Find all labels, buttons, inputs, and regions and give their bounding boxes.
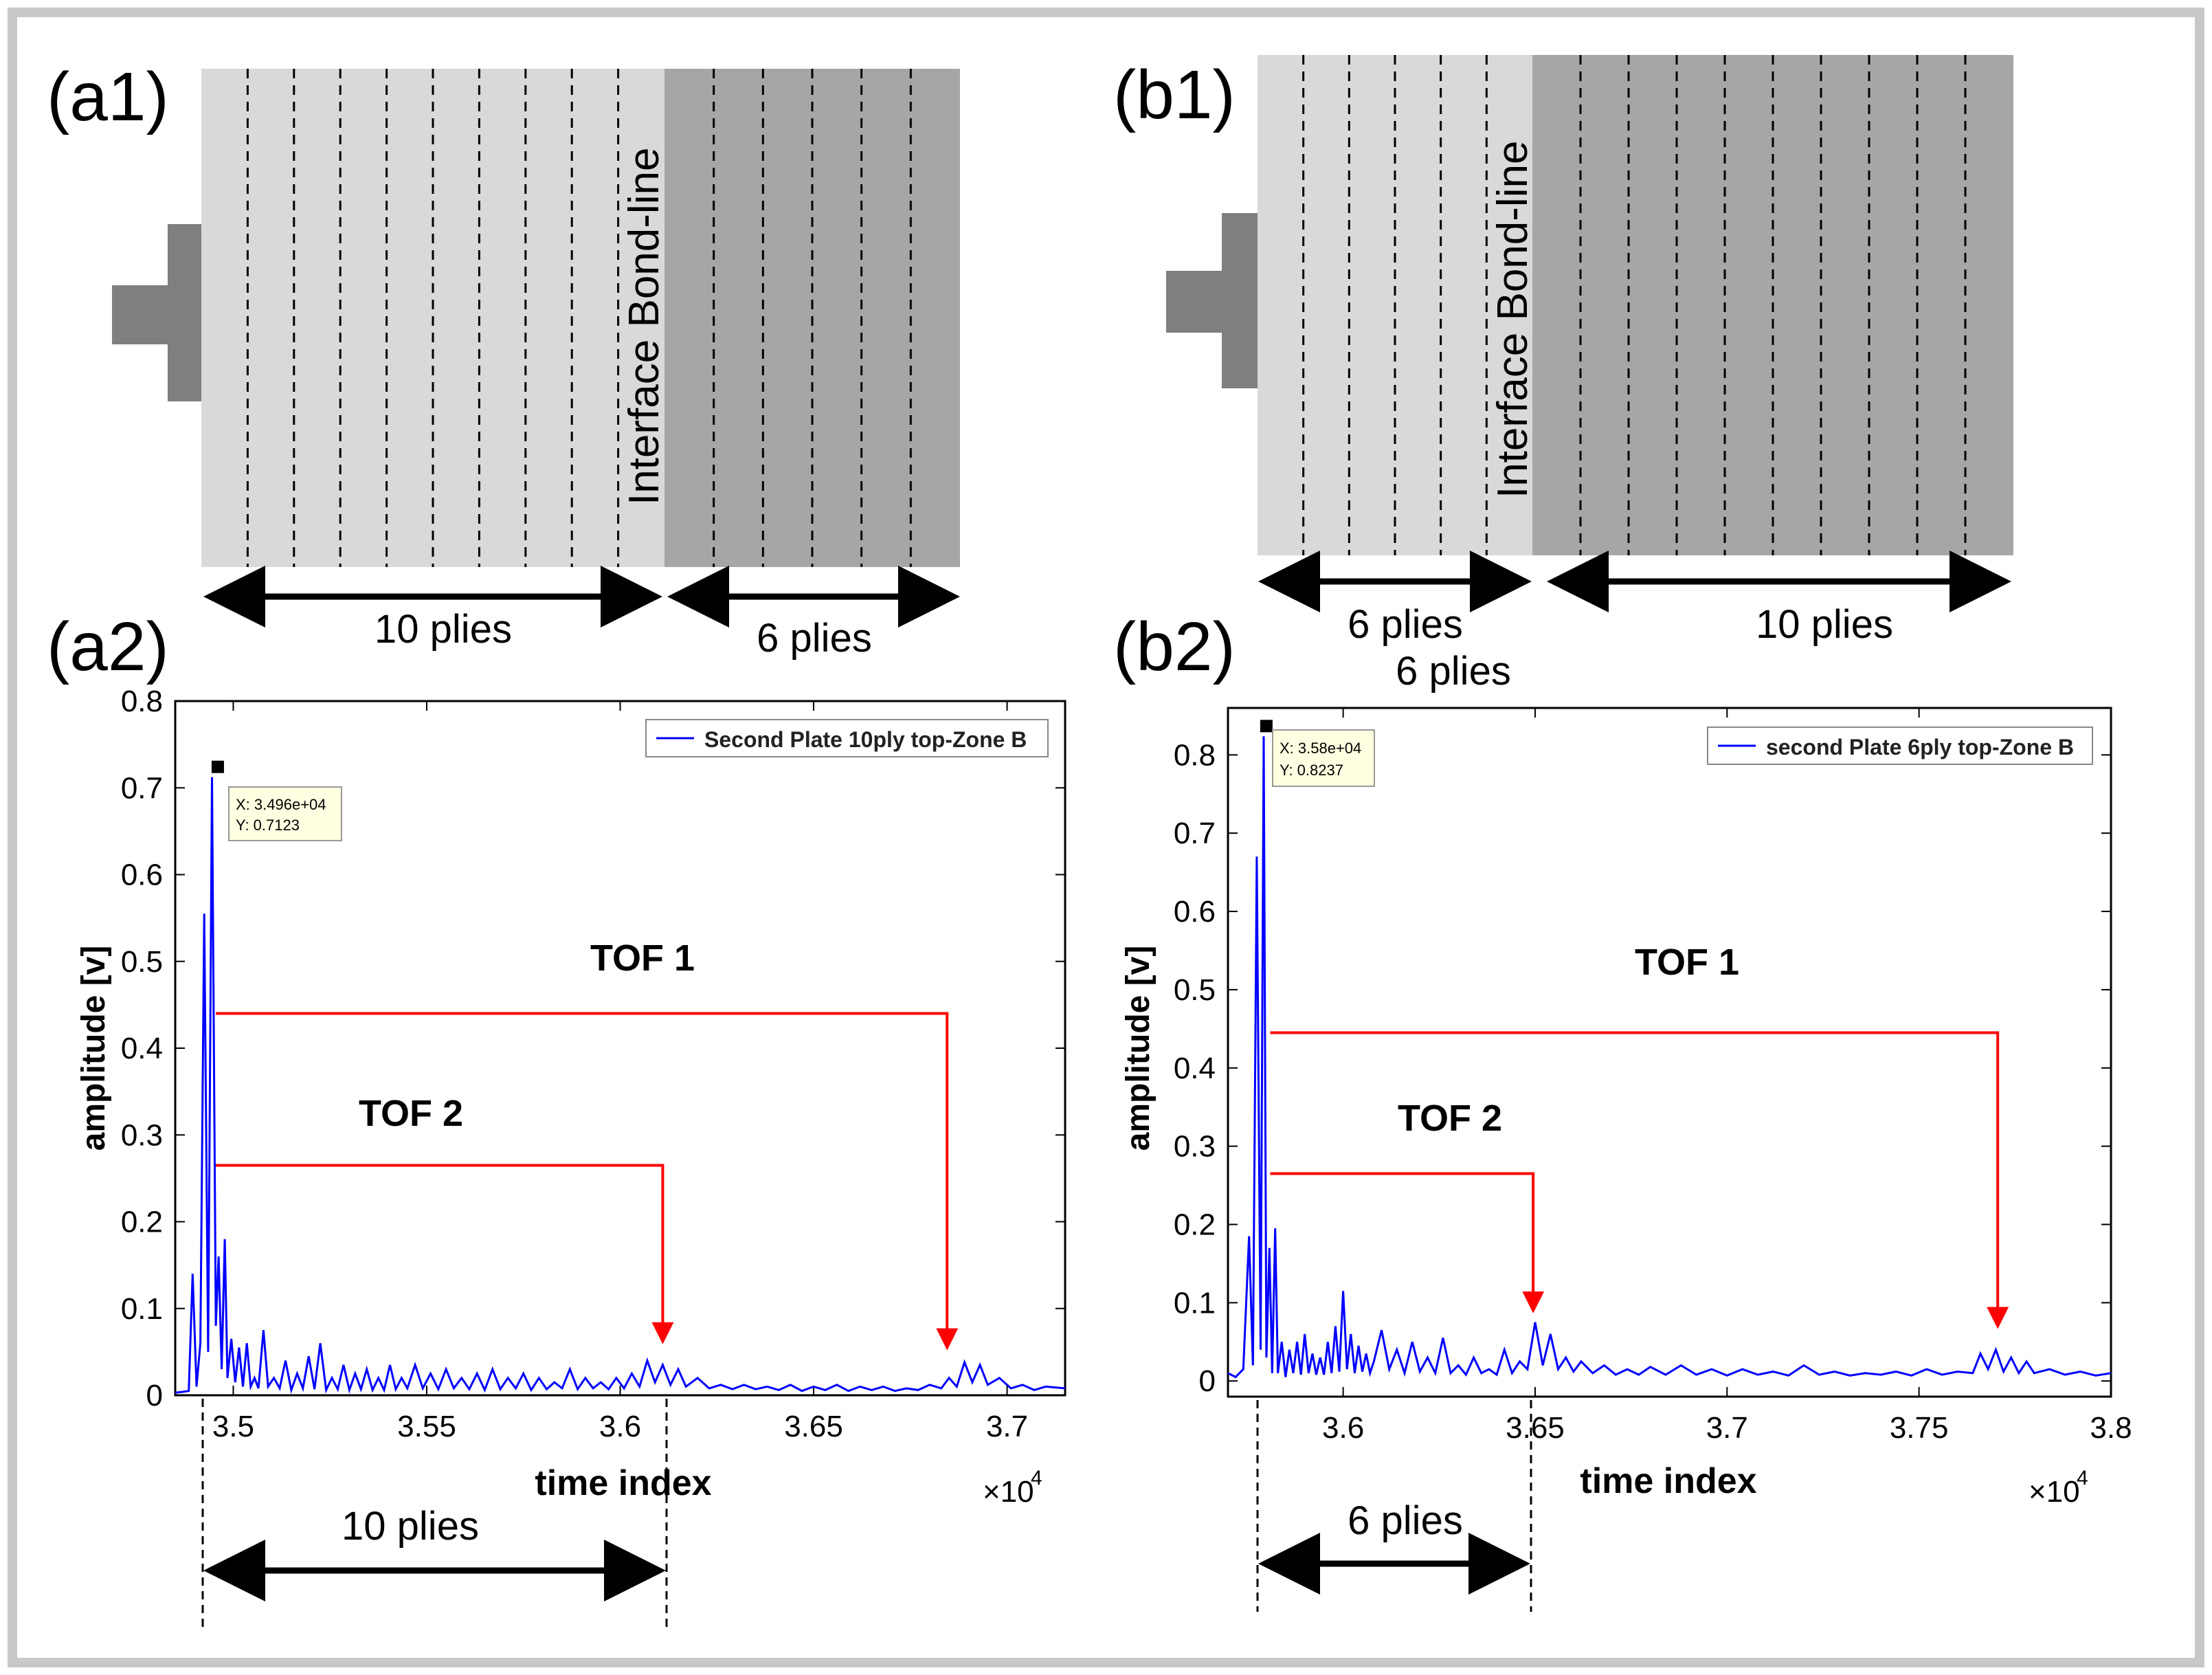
chart-b2-datatip[interactable]	[1272, 729, 1375, 787]
chart-a2-x-tick-labels: 3.5 3.55 3.6 3.65 3.7	[212, 1410, 1028, 1443]
chart-b2-y-tick-label: 0.6	[1174, 895, 1216, 929]
chart-a2-x-tick-label: 3.7	[986, 1410, 1028, 1443]
panel-a2: (a2) 3.5 3.55 3.6 3.65 3.7 00.10.20.30.40.50…	[47, 608, 1066, 1628]
chart-b2-datatip-y: Y: 0.8237	[1280, 762, 1343, 779]
chart-b2-x-tick-label: 3.6	[1322, 1411, 1364, 1445]
chart-b2-y-tick-labels: 0 0.1 0.2 0.3 0.4 0.5 0.6 0.7 0.8	[1174, 738, 1216, 1398]
chart-a2-tof-arrows	[216, 1012, 959, 1351]
ply-lines-a1	[246, 69, 912, 567]
chart-a2-y-tick-label: 0.2	[121, 1206, 163, 1239]
chart-b2-x-tick-label: 3.75	[1890, 1411, 1949, 1445]
chart-a2-tof2-label: TOF 2	[359, 1093, 463, 1134]
transducer-a1-head	[168, 224, 202, 401]
chart-a2-y-tick-label: 0.1	[121, 1292, 163, 1326]
span-label-a1-left: 10 plies	[375, 607, 512, 652]
panel-b2: (b2) 3.6 3.65 3.7 3.75 3.8 00.10.20.30.40.50…	[1113, 608, 2132, 1612]
chart-b2-tof-arrows	[1270, 1031, 2009, 1329]
chart-b2-legend	[1707, 726, 2093, 765]
chart-a2-x-exponent: ×10	[983, 1475, 1034, 1509]
panel-b1: (b1) Interface Bond-line 6 plies 6 plies…	[1113, 55, 2013, 694]
panel-b1-label: (b1)	[1113, 56, 1236, 133]
chart-a2-datatip-y: Y: 0.7123	[236, 817, 300, 834]
chart-a2-y-tick-label: 0.7	[121, 771, 163, 805]
chart-b2-tof1-label: TOF 1	[1635, 942, 1739, 983]
chart-b2-span-label: 6 plies	[1348, 1498, 1463, 1543]
chart-a2-x-tick-label: 3.5	[212, 1410, 254, 1443]
chart-a2-datatip-x: X: 3.496e+04	[236, 796, 326, 813]
chart-b2-y-tick-label: 0.3	[1174, 1130, 1216, 1164]
panel-a2-label: (a2)	[47, 608, 169, 685]
chart-b2-x-tick-label: 3.7	[1706, 1411, 1748, 1445]
chart-b2-y-tick-label: 0.2	[1174, 1208, 1216, 1242]
span-label-a1-right: 6 plies	[757, 616, 872, 661]
chart-b2-y-axis-label: amplitude [v]	[1120, 946, 1157, 1151]
chart-b2-x-tick-label: 3.8	[2090, 1411, 2132, 1445]
chart-a2-datatip-marker	[211, 760, 224, 773]
chart-b2-y-tick-label: 0.8	[1174, 738, 1216, 772]
chart-a2-x-tick-label: 3.55	[397, 1410, 456, 1443]
chart-a2-ticks	[175, 700, 1065, 1396]
chart-b2-tof2-label: TOF 2	[1398, 1098, 1502, 1139]
bond-line-label-b1: Interface Bond-line	[1489, 141, 1537, 498]
bond-line-label-a1: Interface Bond-line	[621, 148, 668, 505]
span-label-b1-left: 6 plies	[1348, 602, 1463, 647]
chart-b2-x-axis-label: time index	[1580, 1461, 1756, 1501]
chart-b2-y-tick-label: 0.5	[1174, 973, 1216, 1007]
chart-b2-datatip-x: X: 3.58e+04	[1280, 740, 1361, 757]
chart-a2-legend-label: Second Plate 10ply top-Zone B	[704, 727, 1027, 752]
chart-a2-datatip[interactable]	[228, 786, 342, 841]
chart-a2-y-tick-label: 0.8	[121, 685, 163, 718]
chart-a2-x-exponent-power: 4	[1031, 1467, 1042, 1489]
chart-b2-tof-arrow	[1270, 1031, 2009, 1329]
chart-a2-tof-arrow	[216, 1012, 959, 1351]
chart-b2-y-tick-label: 0.1	[1174, 1286, 1216, 1320]
chart-b2-x-exponent: ×10	[2029, 1475, 2080, 1509]
span-label-b1-left-repeat: 6 plies	[1396, 649, 1511, 694]
chart-b2-x-tick-labels: 3.6 3.65 3.7 3.75 3.8	[1322, 1411, 2132, 1445]
chart-b2-y-tick-label: 0.4	[1174, 1052, 1216, 1085]
chart-b2-x-tick-label: 3.65	[1506, 1411, 1565, 1445]
chart-a2-y-axis-label: amplitude [v]	[76, 946, 112, 1151]
chart-a2-x-tick-label: 3.6	[599, 1410, 641, 1443]
chart-b2-tof-arrow	[1270, 1172, 1545, 1313]
chart-b2-ticks	[1228, 708, 2112, 1397]
panel-b2-label: (b2)	[1113, 608, 1236, 685]
chart-b2-x-exponent-power: 4	[2077, 1467, 2088, 1489]
span-label-b1-right: 10 plies	[1756, 602, 1893, 647]
transducer-b1-head	[1222, 213, 1258, 388]
chart-b2-y-tick-label: 0.7	[1174, 817, 1216, 850]
chart-a2-series-line	[175, 777, 1066, 1395]
chart-a2-tof1-label: TOF 1	[590, 938, 695, 979]
chart-a2-span-label: 10 plies	[342, 1504, 479, 1549]
chart-b2-datatip-marker	[1260, 720, 1273, 733]
chart-a2-x-tick-label: 3.65	[784, 1410, 843, 1443]
chart-a2-y-tick-label: 0.3	[121, 1118, 163, 1152]
chart-b2-plot-area	[1227, 707, 2112, 1398]
chart-b2-series-line	[1227, 736, 2112, 1379]
chart-a2-y-tick-label: 0.4	[121, 1032, 163, 1065]
panel-a1: (a1) Interface Bond-line 10 plies 6 plie…	[47, 58, 960, 661]
chart-a2-y-tick-labels: 0 0.1 0.2 0.3 0.4 0.5 0.6 0.7 0.8	[121, 685, 163, 1412]
chart-a2-y-tick-label: 0.6	[121, 858, 163, 892]
chart-b2-y-tick-label: 0	[1199, 1364, 1216, 1398]
chart-a2-x-axis-label: time index	[535, 1463, 711, 1503]
ply-lines-b1	[1302, 55, 1967, 555]
chart-a2-legend	[645, 719, 1049, 757]
panel-a1-label: (a1)	[47, 58, 169, 135]
chart-b2-legend-label: second Plate 6ply top-Zone B	[1766, 735, 2074, 759]
chart-a2-y-tick-label: 0	[146, 1379, 163, 1412]
chart-a2-tof-arrow	[216, 1164, 674, 1344]
chart-a2-y-tick-label: 0.5	[121, 945, 163, 979]
